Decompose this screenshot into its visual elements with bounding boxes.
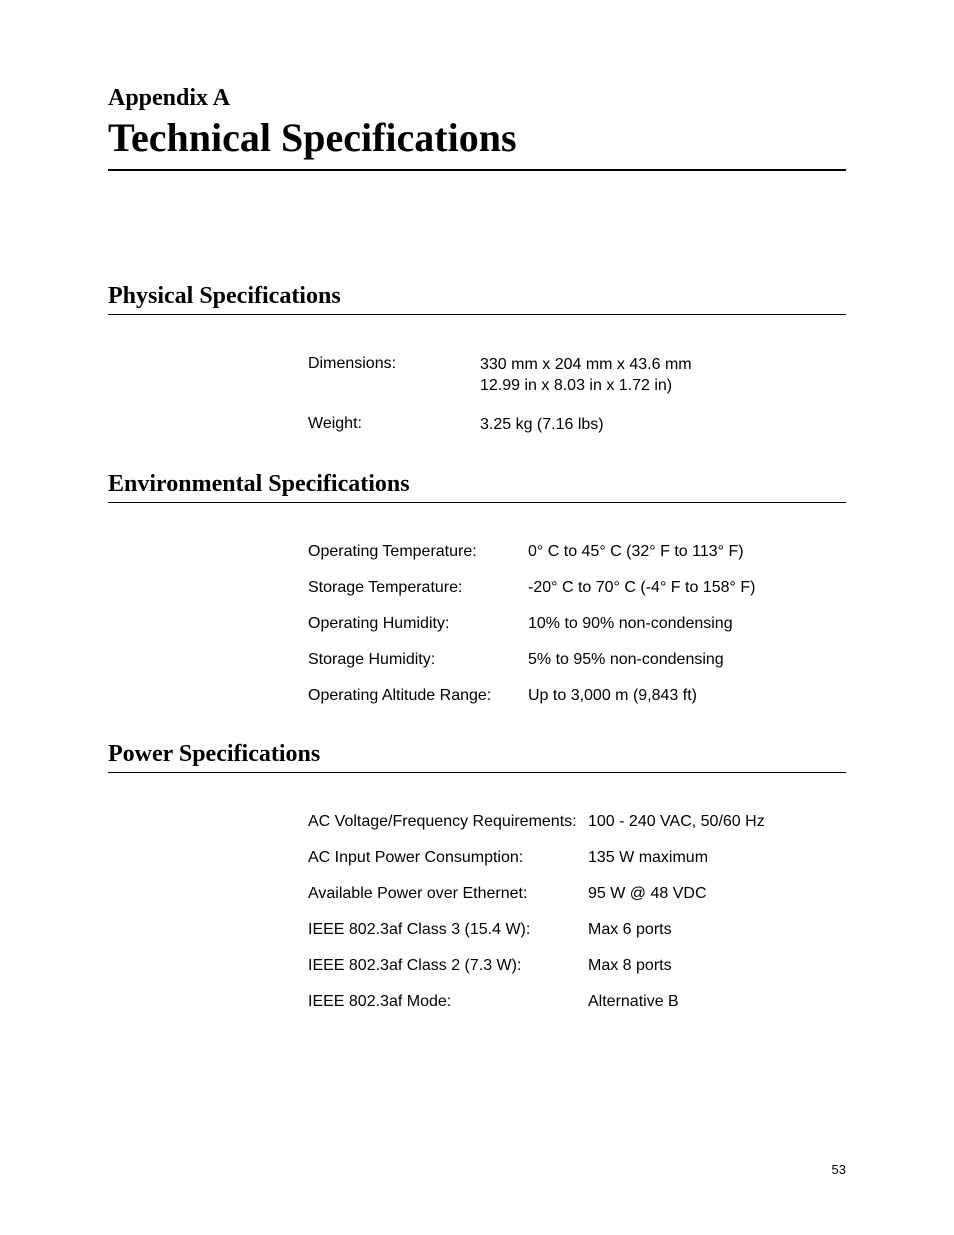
spec-row: IEEE 802.3af Class 3 (15.4 W): Max 6 por… — [308, 921, 846, 939]
section-title-power: Power Specifications — [108, 741, 846, 773]
environmental-spec-table: Operating Temperature: 0° C to 45° C (32… — [308, 543, 846, 705]
spec-row: Weight: 3.25 kg (7.16 lbs) — [308, 415, 846, 436]
spec-label: AC Voltage/Frequency Requirements: — [308, 813, 588, 831]
spec-value: Max 8 ports — [588, 957, 846, 975]
spec-label: Operating Temperature: — [308, 543, 528, 561]
appendix-label: Appendix A — [108, 85, 846, 112]
physical-spec-table: Dimensions: 330 mm x 204 mm x 43.6 mm 12… — [308, 355, 846, 435]
main-title: Technical Specifications — [108, 114, 846, 171]
spec-label: Storage Humidity: — [308, 651, 528, 669]
spec-label: IEEE 802.3af Mode: — [308, 993, 588, 1011]
spec-value: 10% to 90% non-condensing — [528, 615, 846, 633]
spec-row: Storage Temperature: -20° C to 70° C (-4… — [308, 579, 846, 597]
spec-row: Storage Humidity: 5% to 95% non-condensi… — [308, 651, 846, 669]
spec-row: IEEE 802.3af Mode: Alternative B — [308, 993, 846, 1011]
spec-value: 135 W maximum — [588, 849, 846, 867]
spec-value-line: 3.25 kg (7.16 lbs) — [480, 415, 846, 436]
spec-value-line: 330 mm x 204 mm x 43.6 mm — [480, 355, 846, 376]
page-number: 53 — [832, 1162, 846, 1177]
spec-value: 0° C to 45° C (32° F to 113° F) — [528, 543, 846, 561]
spec-label: Storage Temperature: — [308, 579, 528, 597]
spec-label: Available Power over Ethernet: — [308, 885, 588, 903]
spec-value: 330 mm x 204 mm x 43.6 mm 12.99 in x 8.0… — [480, 355, 846, 397]
spec-value: 5% to 95% non-condensing — [528, 651, 846, 669]
spec-label: AC Input Power Consumption: — [308, 849, 588, 867]
spec-value: -20° C to 70° C (-4° F to 158° F) — [528, 579, 846, 597]
spec-row: Available Power over Ethernet: 95 W @ 48… — [308, 885, 846, 903]
spec-row: AC Input Power Consumption: 135 W maximu… — [308, 849, 846, 867]
spec-label: Operating Altitude Range: — [308, 687, 528, 705]
spec-label: IEEE 802.3af Class 3 (15.4 W): — [308, 921, 588, 939]
section-title-environmental: Environmental Specifications — [108, 471, 846, 503]
spec-value: Max 6 ports — [588, 921, 846, 939]
spec-row: Operating Altitude Range: Up to 3,000 m … — [308, 687, 846, 705]
power-spec-table: AC Voltage/Frequency Requirements: 100 -… — [308, 813, 846, 1011]
spec-value: 95 W @ 48 VDC — [588, 885, 846, 903]
spec-value: 100 - 240 VAC, 50/60 Hz — [588, 813, 846, 831]
spec-row: IEEE 802.3af Class 2 (7.3 W): Max 8 port… — [308, 957, 846, 975]
spec-value-line: 12.99 in x 8.03 in x 1.72 in) — [480, 376, 846, 397]
section-title-physical: Physical Specifications — [108, 283, 846, 315]
spec-label: IEEE 802.3af Class 2 (7.3 W): — [308, 957, 588, 975]
spec-row: Operating Humidity: 10% to 90% non-conde… — [308, 615, 846, 633]
spec-row: Operating Temperature: 0° C to 45° C (32… — [308, 543, 846, 561]
spec-label: Operating Humidity: — [308, 615, 528, 633]
spec-value: Up to 3,000 m (9,843 ft) — [528, 687, 846, 705]
spec-value: 3.25 kg (7.16 lbs) — [480, 415, 846, 436]
spec-row: AC Voltage/Frequency Requirements: 100 -… — [308, 813, 846, 831]
spec-value: Alternative B — [588, 993, 846, 1011]
spec-row: Dimensions: 330 mm x 204 mm x 43.6 mm 12… — [308, 355, 846, 397]
spec-label: Weight: — [308, 415, 480, 436]
spec-label: Dimensions: — [308, 355, 480, 397]
